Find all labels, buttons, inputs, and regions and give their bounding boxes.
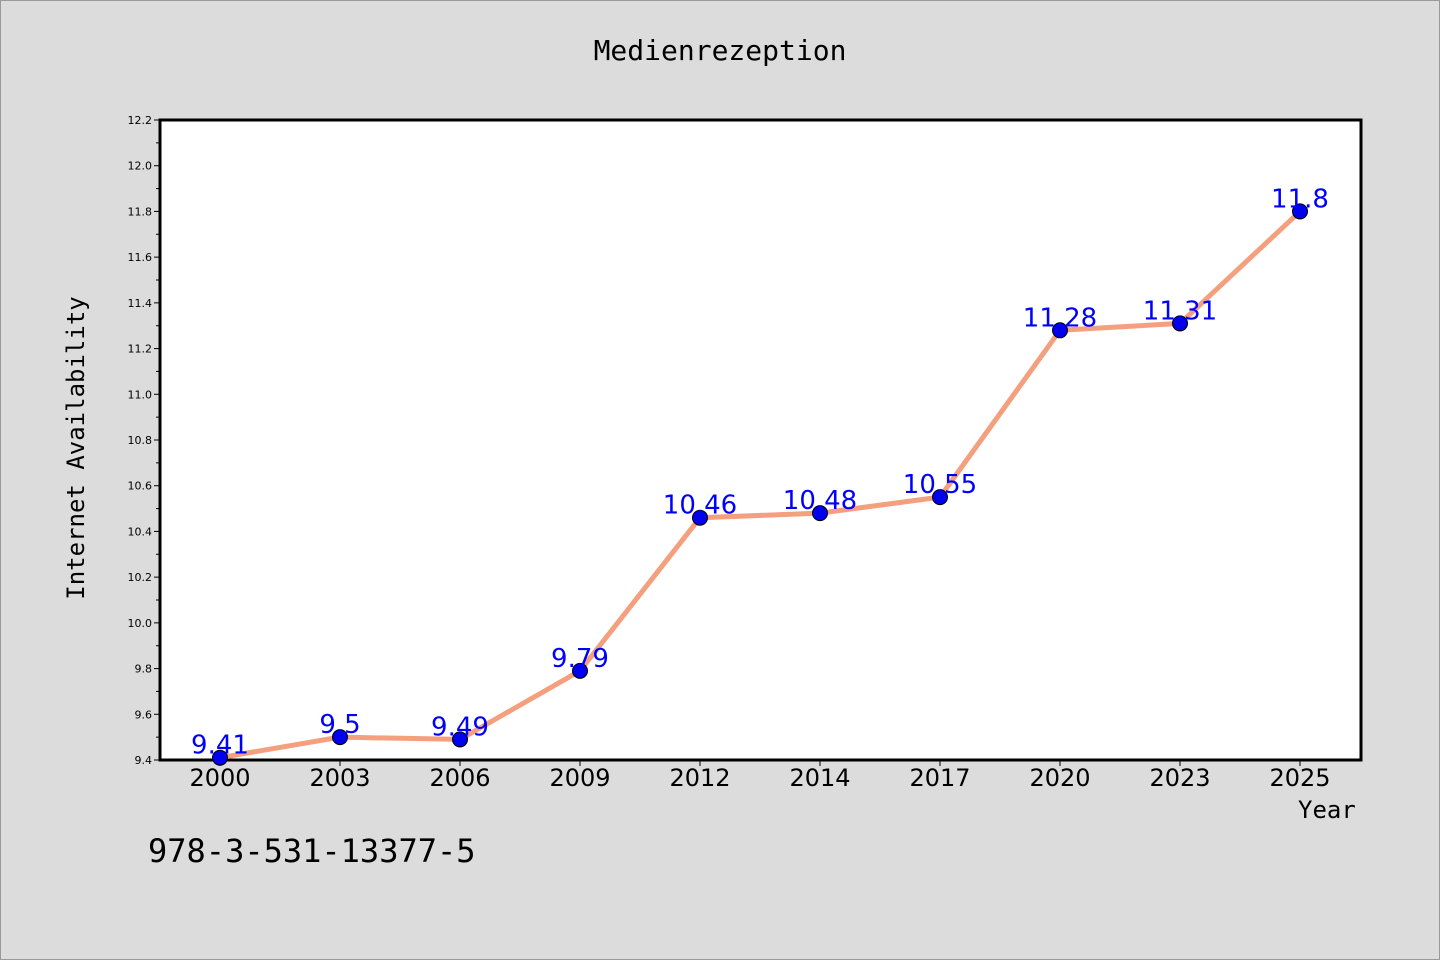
x-tick-label: 2014 bbox=[789, 764, 850, 792]
data-point bbox=[1172, 315, 1188, 332]
y-tick-label: 9.8 bbox=[135, 663, 153, 676]
series-line bbox=[217, 208, 1303, 761]
data-label: 10.46 bbox=[663, 491, 737, 521]
x-tick-label: 2020 bbox=[1029, 764, 1090, 792]
x-tick-label: 2003 bbox=[309, 764, 370, 792]
chart-title: Medienrezeption bbox=[593, 34, 847, 67]
x-tick-label: 2009 bbox=[549, 764, 610, 792]
y-axis: 9.4 9.6 9.8 10.0 10.2 10.4 10.6 10.8 11.0 11.2 11.… bbox=[128, 114, 160, 767]
x-tick-label: 2000 bbox=[189, 764, 250, 792]
y-tick-label: 10.4 bbox=[128, 525, 153, 538]
data-label: 9.79 bbox=[551, 644, 609, 674]
y-tick-label: 12.2 bbox=[128, 114, 153, 127]
data-label: 11.28 bbox=[1023, 303, 1097, 333]
y-tick-label: 10.6 bbox=[128, 480, 153, 493]
y-tick-label: 10.0 bbox=[128, 617, 153, 630]
x-axis: 2000 2003 2006 2009 2012 2014 2017 2020 2023 2025 bbox=[189, 760, 1331, 792]
data-label: 9.49 bbox=[431, 712, 489, 742]
data-label: 10.48 bbox=[783, 486, 857, 516]
data-point bbox=[932, 489, 948, 506]
x-tick-label: 2017 bbox=[909, 764, 970, 792]
isbn-annotation: 978-3-531-13377-5 bbox=[148, 832, 476, 870]
data-label: 9.41 bbox=[191, 731, 249, 761]
y-tick-label: 11.4 bbox=[128, 297, 153, 310]
y-tick-label: 9.4 bbox=[135, 754, 153, 767]
x-tick-label: 2023 bbox=[1149, 764, 1210, 792]
y-tick-label: 9.6 bbox=[135, 708, 153, 721]
data-point bbox=[212, 749, 228, 766]
data-label: 11.8 bbox=[1271, 184, 1329, 214]
data-point bbox=[1292, 203, 1308, 220]
data-point bbox=[452, 731, 468, 748]
x-tick-label: 2025 bbox=[1269, 764, 1330, 792]
data-label: 11.31 bbox=[1143, 296, 1217, 326]
x-axis-label: Year bbox=[1298, 796, 1356, 824]
data-point bbox=[1052, 322, 1068, 339]
data-label: 10.55 bbox=[903, 470, 977, 500]
data-labels-layer: 9.41 9.5 9.49 9.79 10.46 10.48 10.55 11.28 11.31… bbox=[191, 184, 1329, 760]
series-layer bbox=[212, 203, 1308, 766]
y-tick-label: 12.0 bbox=[128, 160, 153, 173]
data-point bbox=[812, 505, 828, 522]
y-tick-label: 11.6 bbox=[128, 251, 153, 264]
data-point bbox=[572, 662, 588, 679]
y-tick-label: 10.2 bbox=[128, 571, 153, 584]
x-tick-label: 2012 bbox=[669, 764, 730, 792]
data-label: 9.5 bbox=[319, 710, 360, 740]
y-tick-label: 10.8 bbox=[128, 434, 153, 447]
y-tick-label: 11.2 bbox=[128, 343, 153, 356]
y-tick-label: 11.0 bbox=[128, 388, 153, 401]
data-point bbox=[692, 509, 708, 526]
x-tick-label: 2006 bbox=[429, 764, 490, 792]
plot-area bbox=[158, 118, 1363, 762]
y-axis-label: Internet Availability bbox=[62, 296, 90, 600]
data-point bbox=[332, 729, 348, 746]
y-tick-label: 11.8 bbox=[128, 205, 153, 218]
